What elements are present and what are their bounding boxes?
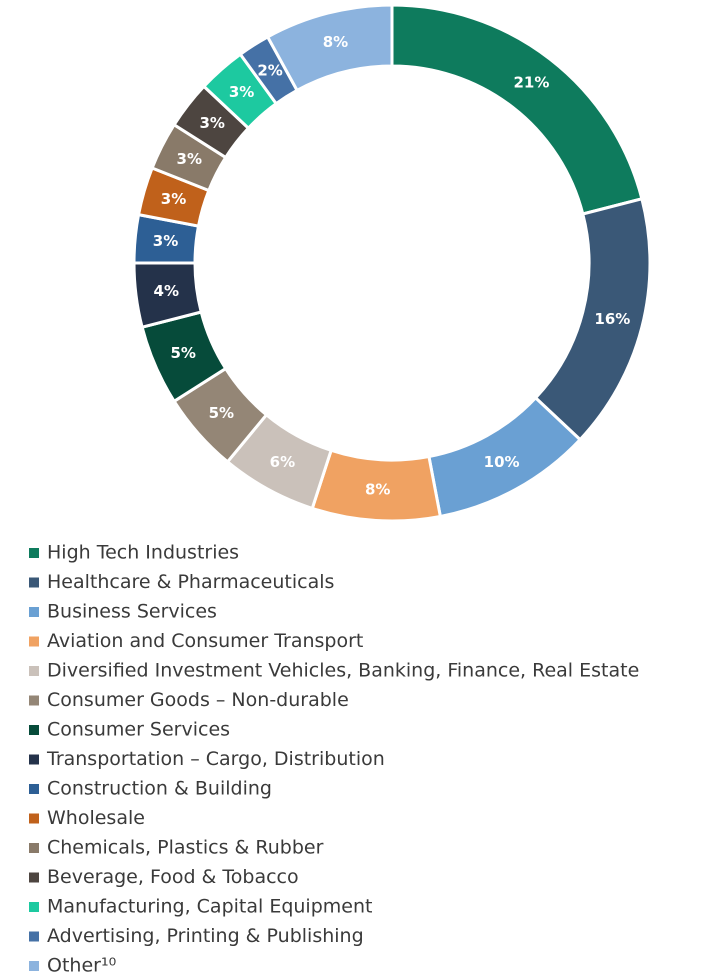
legend-label: Aviation and Consumer Transport [47,630,363,652]
value-label: 3% [200,114,225,132]
legend-label: Advertising, Printing & Publishing [47,925,364,947]
legend-swatch [29,784,39,794]
legend-swatch [29,607,39,617]
donut-slice [533,197,652,442]
legend-label: Chemicals, Plastics & Rubber [47,837,324,859]
value-label: 10% [484,453,520,471]
value-label: 21% [513,74,549,92]
legend-swatch [29,902,39,912]
legend-label: Business Services [47,601,217,623]
value-label: 6% [270,453,295,471]
donut-slice [265,3,394,93]
legend-swatch [29,695,39,706]
value-label: 3% [153,232,178,250]
legend-swatch [29,813,39,824]
value-label: 16% [594,310,630,328]
legend-swatch [29,872,39,883]
legend-label: Beverage, Food & Tobacco [47,866,299,888]
legend-label: Wholesale [47,807,145,829]
value-label: 5% [170,344,195,362]
legend-swatch [29,931,39,942]
legend-swatch [29,577,39,588]
legend-label: Construction & Building [47,778,272,800]
value-label: 8% [365,481,390,499]
legend-label: High Tech Industries [47,542,239,564]
legend-swatch [29,961,39,971]
value-label: 5% [209,404,234,422]
value-label: 3% [229,83,254,101]
legend-swatch [29,548,39,558]
value-label: 8% [323,33,348,51]
legend-label: Healthcare & Pharmaceuticals [47,571,334,593]
value-label: 2% [257,61,282,79]
value-label: 3% [177,150,202,168]
legend-swatch [29,636,39,647]
legend-label: Transportation – Cargo, Distribution [46,748,385,770]
value-label: 3% [161,190,186,208]
legend-swatch [29,725,39,735]
legend-label: Consumer Goods – Non-durable [47,689,349,711]
legend-label: Diversified Investment Vehicles, Banking… [47,660,639,682]
legend-swatch [29,666,39,676]
value-label: 4% [154,282,179,300]
legend-label: Manufacturing, Capital Equipment [47,896,372,918]
legend-label: Other¹⁰ [47,955,116,976]
legend-label: Consumer Services [47,719,230,741]
donut-slice [390,3,644,216]
legend-swatch [29,754,39,765]
legend-swatch [29,843,39,853]
